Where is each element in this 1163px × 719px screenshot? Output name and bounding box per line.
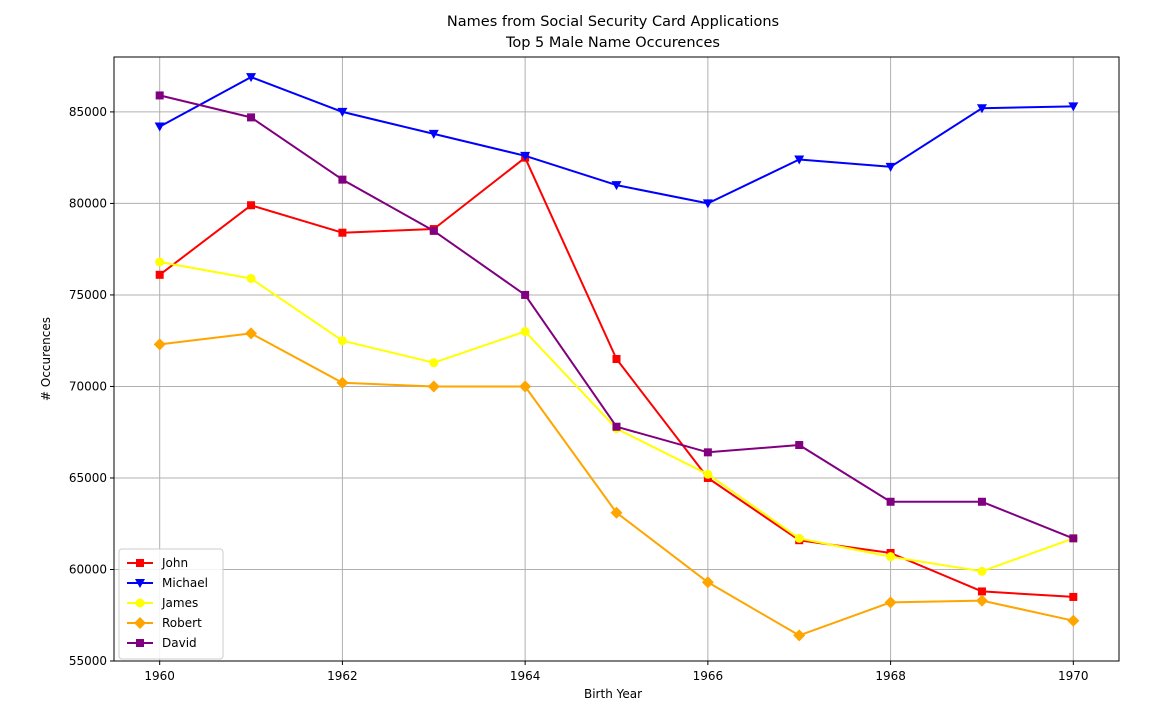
data-point-james: [794, 533, 804, 543]
data-point-james: [703, 469, 713, 479]
legend-label-john: John: [161, 556, 188, 570]
data-point-james: [246, 273, 256, 283]
legend-item-james: James: [127, 596, 198, 610]
y-tick-label: 60000: [69, 562, 107, 576]
legend-marker-james: [135, 598, 145, 608]
legend-marker-robert: [134, 617, 146, 629]
series-line-robert: [159, 332, 1074, 637]
x-tick-label: 1970: [1058, 669, 1089, 683]
data-point-robert: [336, 376, 349, 389]
plot-frame: [113, 56, 1120, 662]
data-point-robert: [975, 594, 988, 607]
x-tick-label: 1962: [327, 669, 358, 683]
chart-title: Names from Social Security Card Applicat…: [447, 14, 779, 30]
data-point-john: [155, 270, 164, 279]
legend-item-david: David: [127, 636, 197, 650]
x-tick-label: 1964: [510, 669, 541, 683]
y-axis-label: # Occurences: [39, 317, 53, 401]
gridlines: [114, 57, 1119, 662]
legend-label-david: David: [162, 636, 197, 650]
data-point-david: [429, 226, 438, 235]
legend-label-robert: Robert: [162, 616, 202, 630]
data-point-michael: [337, 107, 348, 117]
series-line-david: [159, 94, 1074, 540]
data-point-john: [977, 587, 986, 596]
y-tick-label: 80000: [69, 196, 107, 210]
y-tick-label: 55000: [69, 654, 107, 668]
data-point-michael: [702, 199, 713, 209]
legend-item-john: John: [127, 556, 188, 570]
data-point-michael: [885, 162, 896, 172]
y-tick-label: 65000: [69, 471, 107, 485]
data-point-robert: [153, 338, 166, 351]
legend: John Michael James Robert David: [118, 548, 224, 660]
data-point-david: [977, 497, 986, 506]
legend-item-robert: Robert: [127, 616, 202, 630]
data-point-robert: [610, 506, 623, 519]
series-robert: [153, 327, 1080, 642]
data-point-john: [338, 228, 347, 237]
data-point-james: [429, 358, 439, 368]
data-point-robert: [884, 596, 897, 609]
data-point-john: [1069, 592, 1078, 601]
data-point-david: [612, 422, 621, 431]
data-point-robert: [427, 380, 440, 393]
series-james: [155, 257, 1078, 576]
data-point-michael: [1068, 102, 1079, 112]
data-point-robert: [701, 576, 714, 589]
data-point-michael: [520, 151, 531, 161]
legend-marker-david: [136, 639, 144, 647]
legend-marker-michael: [135, 579, 145, 588]
legend-item-michael: Michael: [127, 576, 208, 590]
series-layer: [153, 73, 1080, 642]
data-point-robert: [1067, 614, 1080, 627]
data-point-michael: [611, 181, 622, 191]
data-point-david: [886, 497, 895, 506]
data-point-michael: [246, 73, 257, 83]
series-michael: [154, 73, 1079, 209]
data-point-david: [247, 113, 256, 122]
y-tick-label: 85000: [69, 105, 107, 119]
data-point-john: [247, 201, 256, 210]
data-point-david: [1069, 534, 1078, 543]
data-point-michael: [154, 122, 165, 132]
x-tick-label: 1968: [875, 669, 906, 683]
data-point-james: [155, 257, 165, 267]
legend-label-michael: Michael: [162, 576, 208, 590]
data-point-robert: [245, 327, 258, 340]
series-line-james: [159, 261, 1074, 573]
series-john: [155, 153, 1078, 601]
data-point-robert: [793, 629, 806, 642]
data-point-michael: [428, 129, 439, 139]
chart-subtitle: Top 5 Male Name Occurences: [505, 35, 720, 51]
axis-ticks: 1960 1962 1964 1966 1968 1970 55000 60000 65000 7…: [69, 105, 1089, 683]
data-point-david: [795, 441, 804, 450]
series-line-john: [159, 156, 1074, 598]
series-david: [155, 91, 1078, 543]
x-axis-label: Birth Year: [584, 687, 642, 701]
data-point-david: [155, 91, 164, 100]
data-point-robert: [519, 380, 532, 393]
x-tick-label: 1960: [144, 669, 175, 683]
x-tick-label: 1966: [693, 669, 724, 683]
data-point-james: [977, 566, 987, 576]
legend-box: [118, 548, 224, 660]
data-point-david: [338, 175, 347, 184]
data-point-michael: [976, 104, 987, 114]
legend-marker-john: [136, 559, 144, 567]
data-point-michael: [794, 155, 805, 165]
data-point-james: [337, 336, 347, 346]
data-point-james: [886, 552, 896, 562]
data-point-james: [520, 327, 530, 337]
data-point-david: [703, 448, 712, 457]
y-tick-label: 75000: [69, 288, 107, 302]
legend-label-james: James: [161, 596, 198, 610]
data-point-david: [521, 290, 530, 299]
y-tick-label: 70000: [69, 379, 107, 393]
data-point-john: [612, 355, 621, 363]
